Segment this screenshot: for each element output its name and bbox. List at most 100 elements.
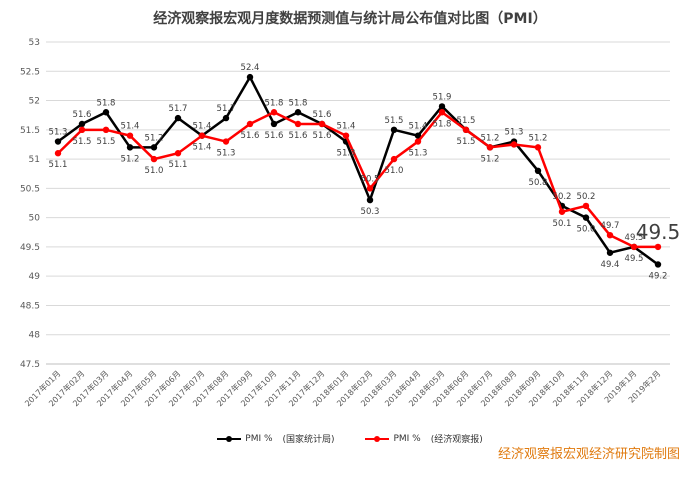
legend-swatch-black bbox=[217, 434, 242, 444]
data-label: 51.3 bbox=[217, 149, 236, 159]
data-label: 51.3 bbox=[49, 128, 68, 138]
data-point bbox=[462, 126, 470, 134]
data-point bbox=[606, 232, 614, 239]
legend: PMI % (国家统计局) PMI % (经济观察报) bbox=[0, 432, 700, 447]
data-label: 51.4 bbox=[193, 122, 212, 132]
data-point bbox=[78, 126, 86, 134]
data-label: 50.5 bbox=[361, 174, 380, 184]
y-tick-label: 50 bbox=[29, 214, 41, 224]
data-point bbox=[630, 243, 638, 251]
data-point bbox=[222, 138, 230, 145]
data-point bbox=[606, 249, 614, 256]
data-point bbox=[246, 120, 254, 128]
data-point bbox=[246, 73, 254, 81]
data-point bbox=[366, 196, 374, 204]
data-label: 49.4 bbox=[601, 260, 620, 270]
series-lines bbox=[54, 73, 662, 268]
data-point bbox=[366, 185, 374, 192]
data-label: 51.2 bbox=[145, 133, 164, 143]
data-point bbox=[222, 114, 230, 122]
legend-swatch-red bbox=[365, 434, 390, 444]
legend-item-series-1: PMI % (国家统计局) bbox=[217, 432, 335, 445]
data-label: 50.2 bbox=[553, 192, 572, 202]
data-point bbox=[174, 150, 182, 157]
y-tick-label: 48 bbox=[29, 331, 41, 341]
data-point bbox=[270, 120, 278, 128]
data-label: 51.4 bbox=[193, 143, 212, 153]
data-label: 50.8 bbox=[529, 178, 548, 188]
data-label: 50.2 bbox=[577, 192, 596, 202]
y-tick-label: 50.5 bbox=[20, 184, 40, 194]
data-label: 51.0 bbox=[385, 166, 404, 176]
data-label: 50.1 bbox=[553, 219, 572, 229]
data-label: 52.4 bbox=[241, 63, 260, 73]
x-axis-tick-labels: 2017年01月2017年02月2017年03月2017年04月2017年05月… bbox=[22, 368, 662, 408]
data-point bbox=[102, 109, 110, 116]
y-tick-label: 53 bbox=[29, 38, 40, 48]
data-point bbox=[654, 243, 662, 251]
data-label: 51.4 bbox=[121, 122, 140, 132]
data-point bbox=[390, 126, 398, 134]
data-point bbox=[342, 132, 350, 139]
data-label: 49.5 bbox=[625, 233, 644, 243]
series-line-2 bbox=[57, 110, 658, 249]
data-point bbox=[414, 138, 422, 145]
y-axis-tick-labels: 47.5 48 48.5 49 49.5 50 50.5 51 51.5 52 52.5 53 bbox=[20, 38, 40, 370]
data-point bbox=[582, 214, 590, 221]
data-point bbox=[534, 144, 542, 151]
data-point bbox=[582, 202, 590, 210]
y-tick-label: 52.5 bbox=[20, 67, 40, 77]
data-point bbox=[294, 120, 302, 128]
data-point bbox=[318, 120, 326, 128]
data-label: 51.7 bbox=[169, 104, 188, 114]
data-point bbox=[54, 150, 62, 157]
data-label: 51.5 bbox=[457, 116, 476, 126]
data-label: 51.5 bbox=[457, 137, 476, 147]
data-label: 51.8 bbox=[433, 119, 452, 129]
data-label: 51.7 bbox=[217, 104, 236, 114]
data-label: 50.3 bbox=[361, 207, 380, 217]
data-label: 51.6 bbox=[313, 131, 332, 141]
data-point bbox=[486, 144, 494, 151]
data-point bbox=[390, 155, 398, 163]
data-point bbox=[270, 109, 278, 116]
y-tick-label: 49.5 bbox=[20, 243, 40, 253]
data-label: 49.2 bbox=[649, 271, 668, 281]
data-label: 51.2 bbox=[481, 133, 500, 143]
data-label: 49.7 bbox=[601, 221, 620, 231]
gridlines bbox=[46, 41, 670, 365]
data-point bbox=[126, 144, 134, 151]
legend-item-series-2: PMI % (经济观察报) bbox=[365, 432, 483, 445]
data-label: 51.4 bbox=[409, 122, 428, 132]
data-labels: 51.3 51.1 51.6 51.5 51.8 51.5 51.2 51.4 51.2 51.0… bbox=[49, 63, 681, 281]
data-point bbox=[510, 141, 518, 148]
data-label: 51.9 bbox=[433, 92, 452, 102]
data-label: 50.0 bbox=[577, 225, 596, 235]
chart-credit: 经济观察报宏观经济研究院制图 bbox=[497, 447, 680, 462]
legend-label-2: PMI % bbox=[393, 433, 421, 444]
data-label: 51.6 bbox=[289, 131, 308, 141]
data-label: 51.0 bbox=[145, 166, 164, 176]
data-label: 51.8 bbox=[289, 98, 308, 108]
data-point bbox=[78, 120, 86, 128]
data-point bbox=[174, 114, 182, 122]
data-label: 51.3 bbox=[337, 149, 356, 159]
data-label: 51.5 bbox=[97, 137, 116, 147]
y-tick-label: 49 bbox=[29, 272, 41, 282]
data-point bbox=[150, 144, 158, 151]
data-label: 51.2 bbox=[121, 154, 140, 164]
data-point bbox=[150, 155, 158, 163]
data-point bbox=[294, 109, 302, 116]
data-label: 51.6 bbox=[73, 110, 92, 120]
data-point bbox=[126, 132, 134, 139]
y-tick-label: 48.5 bbox=[20, 301, 40, 311]
y-tick-label: 51 bbox=[29, 155, 40, 165]
data-label: 49.5 bbox=[625, 254, 644, 264]
data-label: 51.3 bbox=[409, 149, 428, 159]
data-point bbox=[654, 261, 662, 268]
data-point bbox=[534, 167, 542, 174]
data-label: 51.1 bbox=[49, 160, 68, 170]
y-tick-label: 51.5 bbox=[20, 126, 40, 136]
data-label: 51.6 bbox=[313, 110, 332, 120]
